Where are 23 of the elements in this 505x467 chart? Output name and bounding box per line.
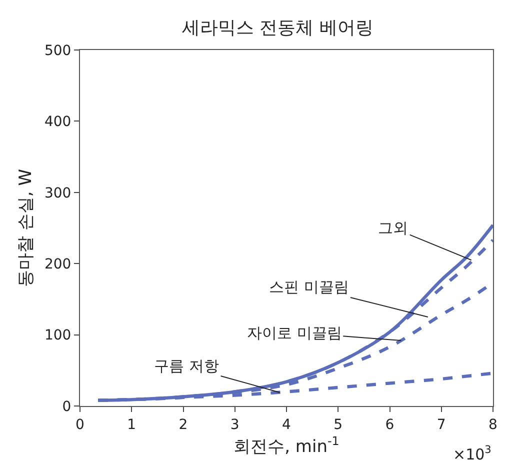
x-tick-label: 5 [334,416,343,433]
annotation: 구름 저항 [154,357,219,375]
chart-title: 세라믹스 전동체 베어링 [182,18,374,39]
y-tick-label: 200 [44,256,72,272]
y-axis-title: 동마찰 손실, W [16,168,36,288]
annotation: 자이로 미끌림 [247,324,342,342]
y-tick-label: 500 [44,42,72,59]
annotation: 스핀 미끌림 [269,278,349,296]
y-tick-label: 100 [44,328,72,344]
y-tick-label: 300 [44,185,72,202]
y-tick-label: 400 [44,114,72,130]
x-tick-label: 6 [385,416,394,433]
x-tick-label: 1 [127,416,136,433]
y-tick-label: 0 [62,398,72,415]
text: ×10$^{3}$ [453,444,492,464]
x-tick-label: 0 [76,416,84,433]
x-tick-label: 3 [230,416,240,433]
x-tick-label: 8 [488,416,498,433]
x-tick-label: 7 [436,416,446,433]
x-tick-label: 4 [282,416,292,433]
x-axis-title: 회전수, min$^{-1}$ [234,434,340,458]
x-tick-label: 2 [178,416,188,433]
annotation: 그외 [378,219,408,237]
